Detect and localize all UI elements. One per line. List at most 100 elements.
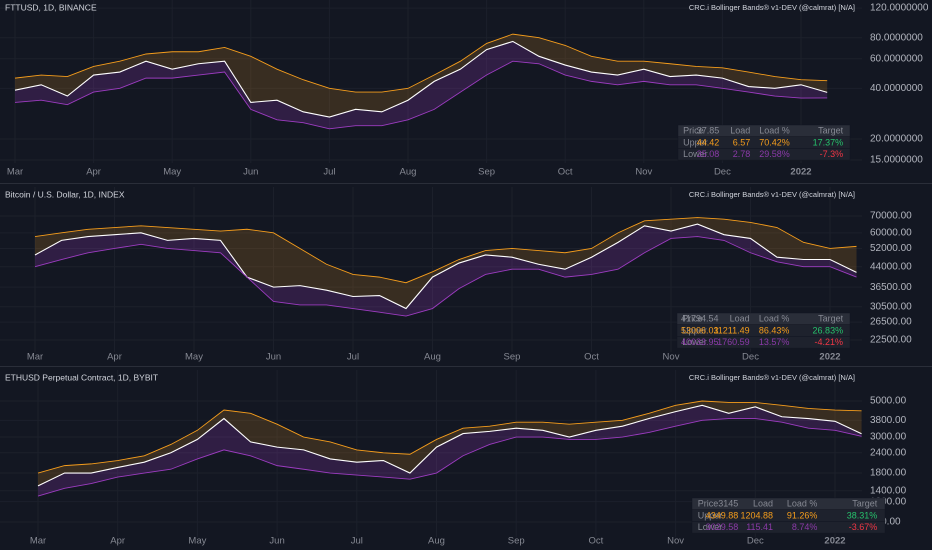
table-cell: Upper [682,325,707,335]
series-line [37,400,862,474]
x-tick-label: Dec [714,167,731,178]
y-tick-label: 60000.00 [870,227,912,238]
x-tick-label: Jun [243,167,258,178]
table-cell: -7.3% [820,149,844,159]
x-tick-label: May [188,536,206,547]
y-tick-label: 5000.00 [870,396,907,407]
x-tick-label: 2022 [824,536,845,547]
x-tick-label: May [185,352,203,363]
x-tick-label: Aug [400,167,417,178]
indicator-title: CRC.i Bollinger Bands® v1-DEV (@calmrat)… [689,190,855,199]
indicator-title: CRC.i Bollinger Bands® v1-DEV (@calmrat)… [689,373,855,382]
band-fill [35,217,857,309]
y-tick-label: 1800.00 [870,468,907,479]
table-cell: 11211.49 [713,325,749,335]
series-line [37,404,862,487]
x-tick-label: Aug [428,536,445,547]
x-tick-label: May [163,167,181,178]
y-tick-label: 3800.00 [870,415,907,426]
table-cell: 91.26% [787,510,818,520]
table-cell: 1204.88 [741,510,774,520]
y-tick-label: 30500.00 [870,301,912,312]
series-line [14,60,828,130]
y-tick-label: 3000.00 [870,432,907,443]
series-line [14,40,828,118]
table-cell: Load % [759,314,790,324]
panel-title: Bitcoin / U.S. Dollar, 1D, INDEX [5,189,125,199]
indicator-title: CRC.i Bollinger Bands® v1-DEV (@calmrat)… [689,3,855,12]
y-tick-label: 15.0000000 [870,155,923,166]
y-tick-label: 900.00 [870,517,901,528]
table-cell: -4.21% [815,337,844,347]
x-tick-label: Sep [508,536,525,547]
band-fill [15,34,828,118]
x-tick-label: Sep [478,167,495,178]
x-tick-label: Mar [7,167,23,178]
table-cell: 26.83% [813,325,844,335]
band-fill [38,405,862,497]
x-tick-label: Mar [27,352,43,363]
series-line [14,33,828,93]
x-tick-label: Apr [110,536,125,547]
y-tick-label: 60.0000000 [870,53,923,64]
table-cell: 13.57% [759,337,790,347]
x-tick-label: Nov [667,536,684,547]
x-tick-label: Apr [86,167,101,178]
table-cell: 1760.59 [717,337,750,347]
series-line [34,217,857,284]
y-tick-label: 70000.00 [870,211,912,222]
x-tick-label: Mar [30,536,46,547]
y-tick-label: 120.0000000 [870,3,929,14]
table-cell: Load [753,499,773,509]
band-fill [38,401,862,486]
table-cell: 17.37% [813,137,844,147]
table-cell: 8.74% [792,522,818,532]
y-tick-label: 20.0000000 [870,134,923,145]
table-cell: 37.85 [697,126,720,136]
table-cell: Load % [787,499,818,509]
y-tick-label: 26500.00 [870,317,912,328]
table-cell: Lower [682,337,707,347]
table-cell: 115.41 [746,522,773,532]
table-cell: -3.67% [849,522,878,532]
table-cell: 6.57 [733,137,751,147]
series-line [34,223,857,310]
table-cell: 53006.03 [681,325,719,335]
y-tick-label: 22500.00 [870,335,912,346]
table-cell: Load [730,314,750,324]
series-line [37,418,862,497]
x-tick-label: Dec [747,536,764,547]
x-tick-label: Aug [424,352,441,363]
table-cell: 40033.95 [681,337,719,347]
y-tick-label: 36500.00 [870,282,912,293]
x-tick-label: Jun [269,536,284,547]
x-tick-label: Jul [351,536,363,547]
x-tick-label: Oct [589,536,604,547]
table-cell: 44.42 [697,137,720,147]
y-tick-label: 2400.00 [870,447,907,458]
table-cell: Price [682,314,703,324]
table-cell: Load % [759,126,790,136]
x-tick-label: Dec [742,352,759,363]
table-row [676,336,851,349]
table-row [677,148,851,161]
x-tick-label: 2022 [790,167,811,178]
table-cell: 3029.58 [706,522,739,532]
table-cell: Price [698,499,719,509]
x-tick-label: Oct [558,167,573,178]
x-tick-label: Nov [663,352,680,363]
table-cell: 70.42% [759,137,790,147]
table-cell: 86.43% [759,325,790,335]
y-tick-label: 80.0000000 [870,32,923,43]
series-line [34,236,857,317]
table-row [691,521,886,534]
table-cell: 41794.54 [681,314,719,324]
table-cell: Target [818,126,844,136]
x-tick-label: Jun [266,352,281,363]
table-cell: Upper [683,137,708,147]
panel-title: ETHUSD Perpetual Contract, 1D, BYBIT [5,372,158,382]
band-fill [15,41,828,129]
x-tick-label: Jul [323,167,335,178]
